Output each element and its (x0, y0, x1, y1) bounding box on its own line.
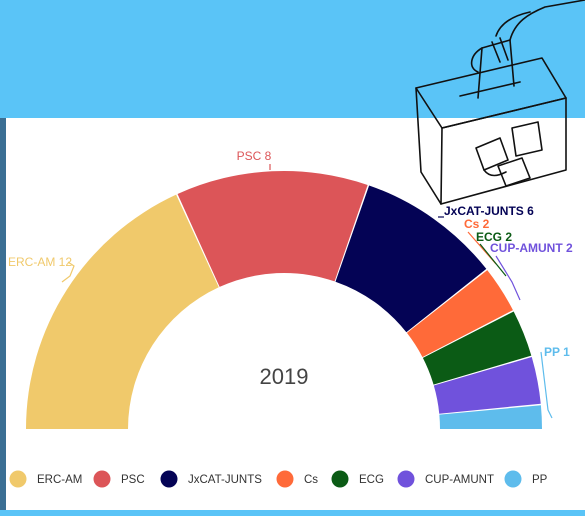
seat-label-psc: PSC 8 (237, 149, 272, 163)
legend-label-pp: PP (532, 474, 548, 486)
background-edge (0, 118, 6, 510)
seat-label-erc-am: ERC-AM 12 (8, 255, 72, 269)
seat-label-jxcat-junts: JxCAT-JUNTS 6 (444, 204, 534, 218)
seat-label-pp: PP 1 (544, 345, 570, 359)
legend-label-cs: Cs (304, 474, 318, 486)
legend-swatch-cs (276, 470, 294, 488)
arc-cup-amunt (433, 357, 541, 414)
leader-erc-am (61, 261, 75, 283)
ballot-box-illustration (415, 0, 585, 205)
seat-label-ecg: ECG 2 (476, 230, 512, 244)
seat-label-cup-amunt: CUP-AMUNT 2 (490, 241, 573, 255)
arc-erc-am (26, 194, 219, 429)
legend-swatch-ecg (331, 470, 349, 488)
legend-swatch-erc-am (9, 470, 27, 488)
arc-jxcat-junts (335, 185, 487, 333)
legend-label-psc: PSC (121, 474, 145, 486)
legend-label-cup-amunt: CUP-AMUNT (425, 474, 494, 486)
legend-label-erc-am: ERC-AM (37, 474, 82, 486)
bottom-strip (0, 510, 585, 516)
leader-ecg (479, 243, 507, 277)
arc-cs (406, 270, 513, 358)
legend-swatch-pp (504, 470, 522, 488)
legend-label-ecg: ECG (359, 474, 384, 486)
label-leaders (61, 164, 553, 419)
leader-pp (540, 351, 553, 419)
arc-pp (439, 405, 542, 429)
legend-label-jxcat-junts: JxCAT-JUNTS (188, 474, 262, 486)
leader-cup-amunt (495, 255, 521, 301)
arc-ecg (422, 311, 532, 385)
legend-swatch-jxcat-junts (160, 470, 178, 488)
legend: ERC-AM PSC JxCAT-JUNTS Cs ECG CUP-AMUNT PP (9, 470, 548, 488)
arc-psc (177, 171, 368, 287)
seat-label-cs: Cs 2 (464, 217, 490, 231)
legend-swatch-psc (93, 470, 111, 488)
center-year-label: 2019 (260, 364, 309, 389)
legend-swatch-cup-amunt (397, 470, 415, 488)
seat-arcs (26, 171, 542, 429)
